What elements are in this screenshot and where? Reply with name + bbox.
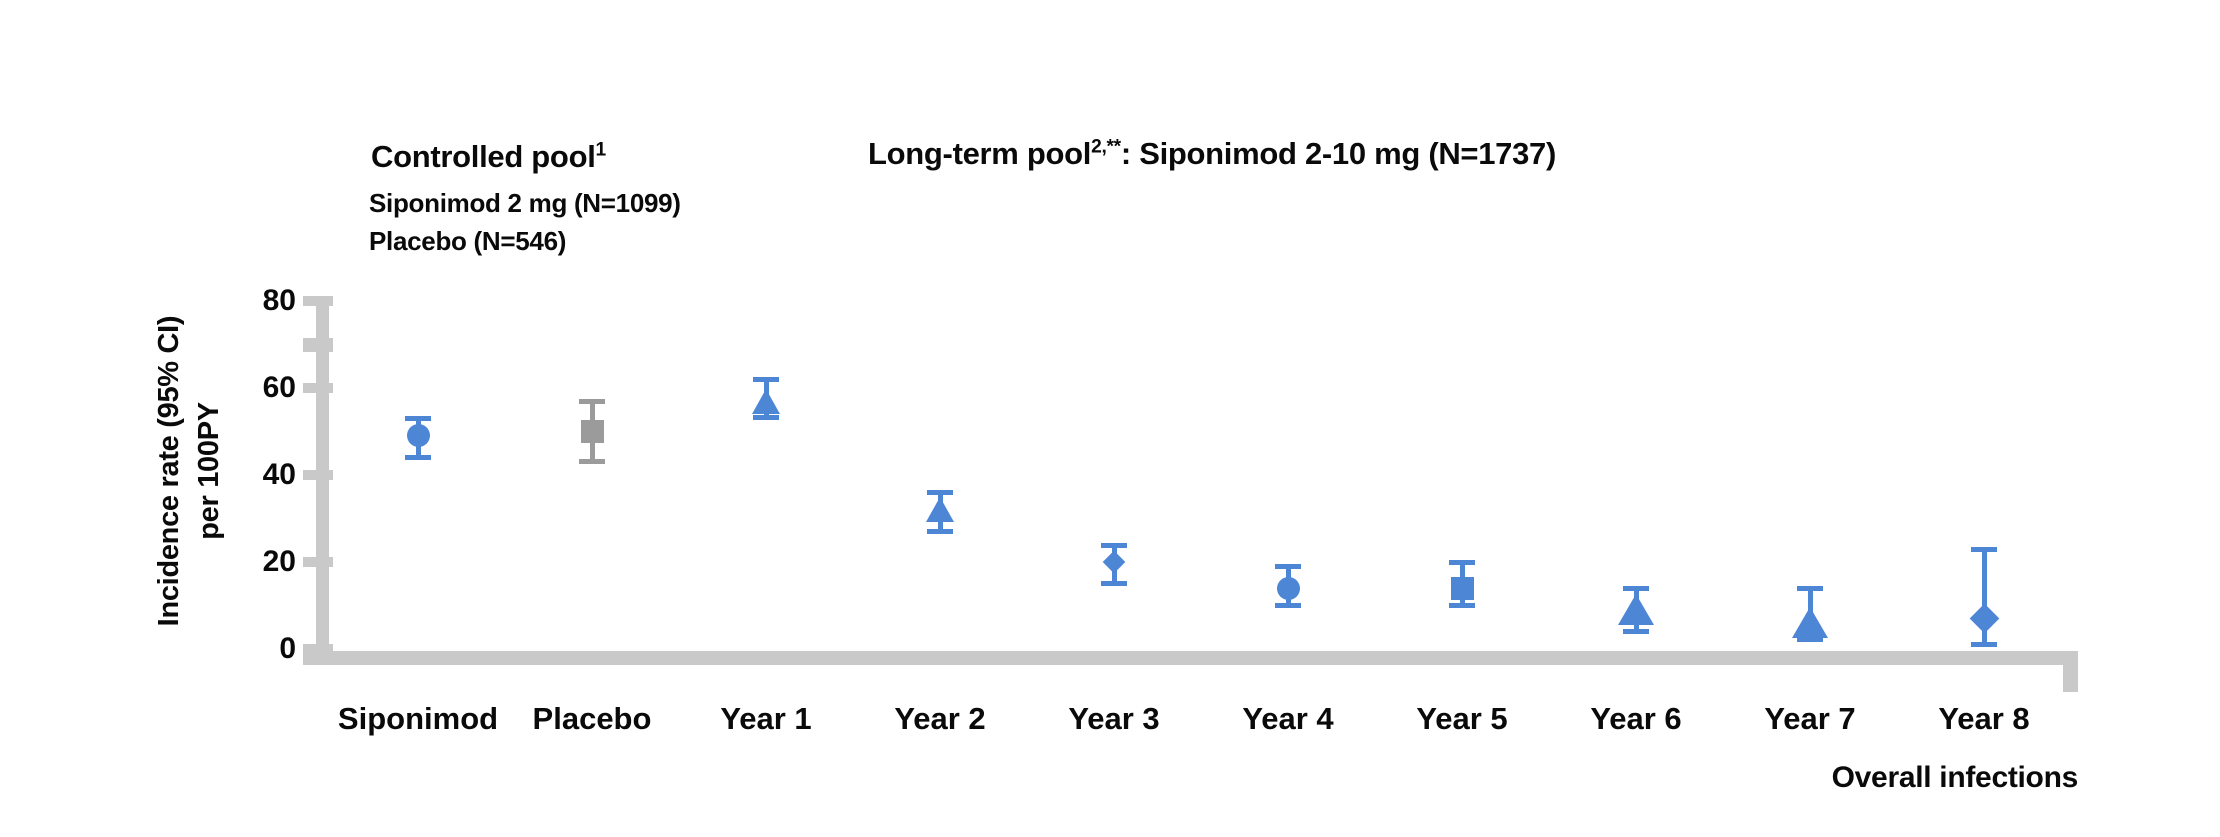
error-bar-cap-top bbox=[1101, 542, 1127, 548]
longterm-pool-title: Long-term pool2,**: Siponimod 2-10 mg (N… bbox=[868, 136, 1556, 172]
error-bar-cap-bottom bbox=[1275, 602, 1301, 608]
x-tick-label-year-3: Year 3 bbox=[1068, 701, 1160, 736]
error-bar-cap-bottom bbox=[1797, 637, 1823, 643]
y-tick-label-80: 80 bbox=[262, 284, 296, 317]
x-axis-end-hook bbox=[2063, 651, 2078, 692]
y-tick-label-60: 60 bbox=[262, 371, 296, 404]
controlled-pool-title: Controlled pool1 bbox=[371, 139, 606, 175]
controlled-pool-subtitle-placebo: Placebo (N=546) bbox=[369, 226, 567, 256]
data-point-marker-triangle bbox=[1792, 607, 1828, 639]
controlled-pool-superscript: 1 bbox=[595, 139, 607, 161]
x-axis-caption: Overall infections bbox=[1831, 761, 2079, 794]
error-bar-cap-top bbox=[1623, 586, 1649, 592]
x-tick-label-year-1: Year 1 bbox=[720, 701, 812, 736]
error-bar-cap-bottom bbox=[1101, 580, 1127, 586]
error-bar-cap-top bbox=[579, 399, 605, 405]
error-bar-cap-bottom bbox=[405, 454, 431, 460]
y-minor-tick-70 bbox=[303, 337, 333, 352]
x-tick-label-siponimod: Siponimod bbox=[337, 701, 499, 736]
data-point-marker-square bbox=[1450, 576, 1474, 600]
error-bar-cap-top bbox=[1449, 560, 1475, 565]
y-tick-40 bbox=[303, 470, 333, 480]
x-tick-label-year-6: Year 6 bbox=[1590, 701, 1682, 736]
longterm-pool-title-rest: : Siponimod 2-10 mg (N=1737) bbox=[1120, 136, 1557, 171]
data-point-marker-circle bbox=[406, 424, 430, 448]
error-bar-cap-top bbox=[1971, 546, 1997, 552]
y-tick-label-40: 40 bbox=[262, 458, 296, 491]
data-point-marker-triangle bbox=[926, 497, 954, 523]
x-axis-line bbox=[303, 651, 2078, 665]
error-bar-cap-bottom bbox=[579, 458, 605, 464]
data-point-marker-square bbox=[580, 420, 604, 443]
y-axis-title-line1: Incidence rate (95% CI) bbox=[153, 315, 185, 627]
x-tick-label-year-5: Year 5 bbox=[1416, 701, 1508, 736]
y-tick-label-0: 0 bbox=[279, 632, 296, 665]
y-tick-80 bbox=[303, 296, 333, 306]
error-bar-cap-top bbox=[753, 377, 779, 383]
y-tick-label-20: 20 bbox=[262, 545, 296, 578]
data-point-marker-triangle bbox=[752, 388, 780, 414]
longterm-pool-superscript: 2,** bbox=[1091, 136, 1121, 158]
y-tick-60 bbox=[303, 383, 333, 393]
error-bar-cap-bottom bbox=[1449, 602, 1475, 608]
error-bar-cap-bottom bbox=[927, 528, 953, 534]
error-bar-line bbox=[1981, 548, 1987, 645]
data-point-marker-diamond bbox=[1102, 550, 1126, 574]
error-bar-cap-top bbox=[927, 490, 953, 496]
y-tick-20 bbox=[303, 557, 333, 567]
data-point-marker-circle bbox=[1276, 576, 1300, 600]
x-tick-label-year-7: Year 7 bbox=[1764, 701, 1856, 736]
data-point-marker-diamond bbox=[1969, 603, 1999, 634]
error-bar-cap-top bbox=[1797, 586, 1823, 592]
data-point-marker-triangle bbox=[1618, 594, 1654, 626]
x-tick-label-year-2: Year 2 bbox=[894, 701, 986, 736]
controlled-pool-title-text: Controlled pool bbox=[371, 139, 596, 174]
x-tick-label-year-8: Year 8 bbox=[1938, 701, 2030, 736]
longterm-pool-title-text: Long-term pool bbox=[868, 136, 1092, 171]
error-bar-cap-bottom bbox=[1971, 641, 1997, 647]
error-bar-cap-bottom bbox=[1623, 628, 1649, 634]
error-bar-cap-bottom bbox=[753, 415, 779, 421]
error-bar-cap-top bbox=[1275, 564, 1301, 570]
y-tick-0 bbox=[303, 644, 333, 654]
error-bar-cap-top bbox=[405, 416, 431, 422]
x-tick-label-year-4: Year 4 bbox=[1242, 701, 1334, 736]
controlled-pool-subtitle-siponimod: Siponimod 2 mg (N=1099) bbox=[369, 188, 681, 218]
x-tick-label-placebo: Placebo bbox=[532, 701, 652, 736]
